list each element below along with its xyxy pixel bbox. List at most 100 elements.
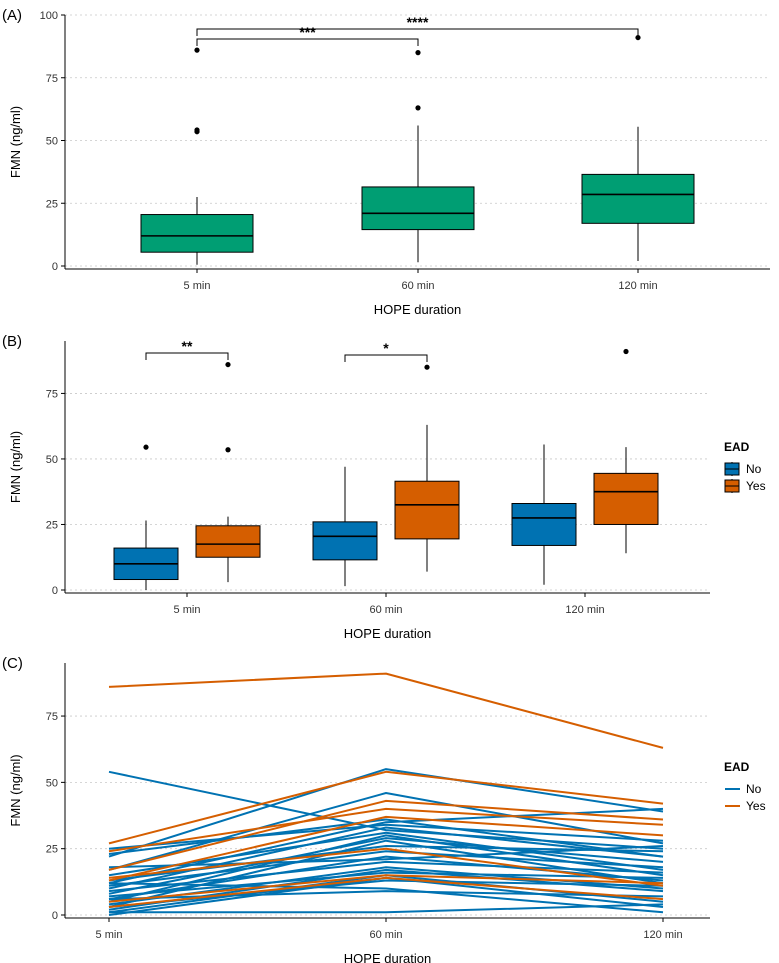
box: [312, 466, 378, 587]
legend-label: No: [746, 462, 762, 476]
significance-bracket: **: [145, 338, 229, 360]
box: [581, 34, 695, 261]
significance-label: ****: [407, 14, 429, 30]
y-tick-label: 0: [52, 585, 58, 597]
box: [394, 364, 460, 572]
panel-c: 0 25 50 75 5 min 60 min 120 min HOPE duration FM…: [2, 655, 766, 963]
significance-label: **: [182, 338, 193, 354]
x-tick-label: 120 min: [643, 929, 682, 941]
outlier-point: [225, 361, 231, 368]
patient-line: [108, 823, 664, 850]
box: [140, 47, 254, 265]
significance-bracket: ***: [196, 24, 419, 46]
y-tick-label: 25: [46, 198, 58, 210]
significance-label: ***: [299, 24, 316, 40]
panel-label: (B): [2, 333, 22, 350]
y-tick-label: 100: [40, 10, 58, 22]
x-tick-label: 5 min: [96, 929, 123, 941]
box-iqr: [511, 503, 577, 546]
patient-line: [108, 770, 664, 850]
patient-line: [108, 845, 664, 869]
y-tick-label: 50: [46, 136, 58, 148]
outlier-point: [623, 348, 629, 355]
patient-line: [108, 799, 664, 871]
x-axis-title: HOPE duration: [344, 951, 431, 963]
patient-line: [108, 876, 664, 908]
significance-bracket: ****: [196, 14, 639, 36]
patient-line: [108, 768, 664, 858]
legend-label: Yes: [746, 799, 766, 813]
x-tick-label: 120 min: [618, 280, 657, 292]
legend-key: [724, 479, 740, 493]
patient-line: [108, 831, 664, 877]
outlier-point: [194, 127, 200, 133]
legend-title: EAD: [724, 760, 750, 774]
patient-line: [108, 874, 664, 903]
x-tick-label: 120 min: [565, 604, 604, 616]
outlier-point: [225, 447, 231, 453]
outlier-point: [415, 50, 421, 56]
significance-label: *: [383, 340, 389, 356]
box-iqr: [581, 173, 695, 224]
x-tick-label: 5 min: [174, 604, 201, 616]
significance-bracket: *: [344, 340, 428, 362]
outlier-point: [415, 105, 421, 111]
x-axis-title: HOPE duration: [344, 626, 431, 641]
y-tick-label: 75: [46, 73, 58, 85]
outlier-point: [424, 364, 430, 370]
panel-a: 0 25 50 75 100 5 min 60 min 120 min HOPE duratio…: [2, 7, 770, 317]
patient-line: [108, 847, 664, 887]
y-tick-label: 75: [46, 711, 58, 723]
patient-line: [108, 850, 664, 887]
box-iqr: [361, 186, 475, 231]
patient-line: [108, 815, 664, 882]
y-tick-label: 0: [52, 261, 58, 273]
box-iqr: [312, 521, 378, 561]
box-iqr: [195, 525, 261, 558]
panel-label: (C): [2, 655, 23, 672]
box-iqr: [140, 214, 254, 253]
panel-label: (A): [2, 7, 22, 24]
box-iqr: [593, 472, 659, 525]
y-axis-title: FMN (ng/ml): [8, 431, 23, 503]
outlier-point: [635, 34, 641, 41]
legend: EAD No Yes: [724, 440, 766, 493]
panel-b: 0 25 50 75 5 min 60 min 120 min HOPE duration FM…: [2, 333, 766, 641]
outlier-point: [143, 444, 149, 450]
legend-label: No: [746, 782, 762, 796]
patient-line: [108, 860, 664, 893]
x-axis-title: HOPE duration: [374, 302, 461, 317]
y-tick-label: 50: [46, 454, 58, 466]
patient-line: [108, 672, 664, 749]
legend-title: EAD: [724, 440, 750, 454]
patient-line: [108, 770, 664, 845]
legend-label: Yes: [746, 479, 766, 493]
x-tick-label: 60 min: [401, 280, 434, 292]
series-no: [113, 444, 577, 590]
patient-line: [108, 882, 664, 914]
box: [511, 444, 577, 585]
box: [361, 50, 475, 263]
y-tick-label: 75: [46, 388, 58, 400]
outlier-point: [194, 47, 200, 53]
x-tick-label: 60 min: [369, 929, 402, 941]
series-yes: [108, 672, 664, 908]
y-tick-label: 50: [46, 777, 58, 789]
box: [195, 361, 261, 583]
series-yes: [195, 348, 659, 583]
legend-key: [724, 462, 740, 476]
y-axis-title: FMN (ng/ml): [8, 106, 23, 178]
legend: EAD No Yes: [724, 760, 766, 813]
box: [113, 444, 179, 590]
y-tick-label: 25: [46, 519, 58, 531]
patient-line: [108, 807, 664, 853]
x-tick-label: 60 min: [369, 604, 402, 616]
y-axis-title: FMN (ng/ml): [8, 754, 23, 826]
box: [593, 348, 659, 554]
y-tick-label: 0: [52, 910, 58, 922]
patient-line: [108, 792, 664, 871]
x-tick-label: 5 min: [184, 280, 211, 292]
patient-line: [109, 903, 664, 914]
y-tick-label: 25: [46, 844, 58, 856]
